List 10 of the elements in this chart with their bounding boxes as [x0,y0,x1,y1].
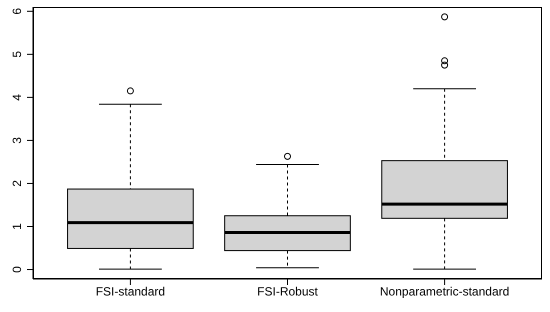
y-tick-label: 1 [10,222,24,230]
y-tick-label: 5 [10,50,24,58]
y-tick-label: 3 [10,136,24,144]
y-tick-label: 0 [10,266,24,273]
x-tick-label: FSI-standard [96,284,166,299]
y-tick-label: 6 [10,8,24,15]
x-tick-label: Nonparametric-standard [380,284,510,299]
y-tick-label: 4 [10,94,24,101]
y-tick-label: 2 [10,180,24,187]
x-tick-label: FSI-Robust [257,284,319,299]
